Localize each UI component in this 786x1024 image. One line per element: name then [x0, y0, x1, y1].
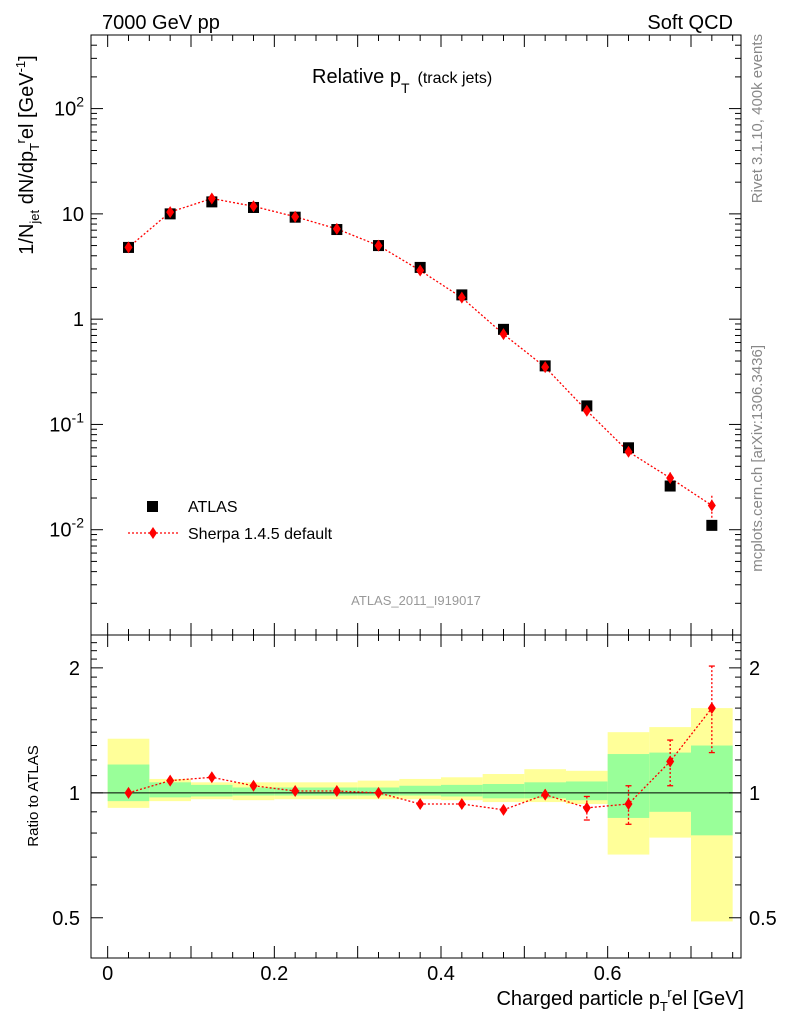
ratio-sherpa-point [707, 702, 716, 715]
ratio-sherpa-point [624, 797, 633, 810]
x-tick-label: 0 [102, 963, 113, 985]
band-inner [191, 784, 233, 797]
band-inner [441, 784, 483, 797]
sherpa-point [249, 200, 258, 213]
sherpa-point [332, 222, 341, 235]
ratio-x-tick-labels: 0 0.2 0.4 0.6 [102, 963, 621, 985]
header-right: Soft QCD [647, 12, 733, 34]
ratio-sherpa-point [166, 774, 175, 787]
ratio-sherpa-point [582, 801, 591, 814]
sherpa-point [207, 192, 216, 205]
x-axis-label: Charged particle pTrel [GeV] [496, 985, 744, 1014]
sherpa-point [416, 264, 425, 277]
legend-sherpa-marker [149, 527, 157, 539]
ratio-marks [124, 665, 716, 825]
sherpa-point [457, 291, 466, 304]
y-tick-label: 10 [62, 204, 84, 226]
sherpa-point [374, 239, 383, 252]
main-ticks [91, 34, 741, 636]
sherpa-point [582, 404, 591, 417]
ratio-sherpa-point [416, 797, 425, 810]
y-tick-label: 10-1 [49, 409, 84, 436]
ratio-sherpa-point [291, 785, 300, 798]
main-y-tick-labels: 10-2 10-1 1 10 102 [49, 94, 84, 542]
watermark: ATLAS_2011_I919017 [351, 593, 481, 608]
sherpa-point [666, 471, 675, 484]
legend-atlas-label: ATLAS [188, 499, 238, 516]
ratio-sherpa-point [249, 779, 258, 792]
ratio-sherpa-point [499, 803, 508, 816]
sherpa-point [124, 241, 133, 254]
band-inner [566, 781, 608, 801]
ratio-y-tick-label: 2 [69, 658, 80, 680]
y-tick-label: 10-2 [49, 515, 84, 542]
ratio-panel: Ratio to ATLAS 0.5 0.5 1 1 2 2 0 0.2 0.4 0.6 Cha… [25, 634, 777, 1014]
ratio-sherpa-point [124, 786, 133, 799]
legend-sherpa-label: Sherpa 1.4.5 default [188, 526, 333, 543]
main-y-axis-label: 1/Njet dN/dpTrel [GeV-1] [13, 55, 42, 254]
ratio-y-axis-label: Ratio to ATLAS [25, 745, 42, 846]
ratio-sherpa-point [666, 755, 675, 768]
sherpa-line [128, 197, 713, 506]
ratio-sherpa-point [541, 788, 550, 801]
ratio-sherpa-point [457, 797, 466, 810]
atlas-point [664, 480, 676, 492]
y-tick-label: 1 [73, 309, 84, 331]
x-tick-label: 0.6 [594, 963, 622, 985]
ratio-frame [90, 634, 742, 959]
ratio-y-tick-label: 1 [69, 783, 80, 805]
band-inner [691, 745, 733, 836]
main-frame [90, 34, 742, 636]
ratio-y-tick-label-right: 0.5 [749, 908, 777, 930]
ratio-y-tick-labels: 0.5 0.5 1 1 2 2 [52, 658, 777, 930]
ratio-y-tick-label-right: 2 [749, 658, 760, 680]
y-tick-label: 102 [54, 94, 84, 121]
sherpa-point [624, 445, 633, 458]
mcplots-label: mcplots.cern.ch [arXiv:1306.3436] [749, 345, 766, 572]
sherpa-point [541, 361, 550, 374]
ratio-sherpa-point [207, 771, 216, 784]
atlas-point [706, 519, 718, 531]
ratio-y-tick-label-right: 1 [749, 783, 760, 805]
band-inner [482, 784, 525, 799]
ratio-y-tick-label: 0.5 [52, 908, 80, 930]
sherpa-point [291, 210, 300, 223]
band-inner [399, 785, 441, 796]
sherpa-point [166, 206, 175, 219]
ratio-bands [107, 708, 733, 922]
legend: ATLAS Sherpa 1.4.5 default [128, 499, 333, 543]
ratio-sherpa-point [374, 786, 383, 799]
band-inner [149, 782, 191, 798]
x-tick-label: 0.4 [427, 963, 455, 985]
sherpa-point [499, 328, 508, 341]
x-tick-label: 0.2 [260, 963, 288, 985]
main-title: Relative pT(track jets) [312, 66, 492, 96]
header-left: 7000 GeV pp [102, 12, 220, 34]
sherpa-point [707, 499, 716, 512]
main-panel: Relative pT(track jets) 1/Njet dN/dpTrel… [13, 34, 742, 636]
main-marks [123, 192, 718, 531]
rivet-label: Rivet 3.1.10, 400k events [749, 34, 766, 203]
ratio-sherpa-point [332, 785, 341, 798]
ratio-ticks [91, 634, 741, 959]
legend-atlas-marker [147, 501, 158, 512]
